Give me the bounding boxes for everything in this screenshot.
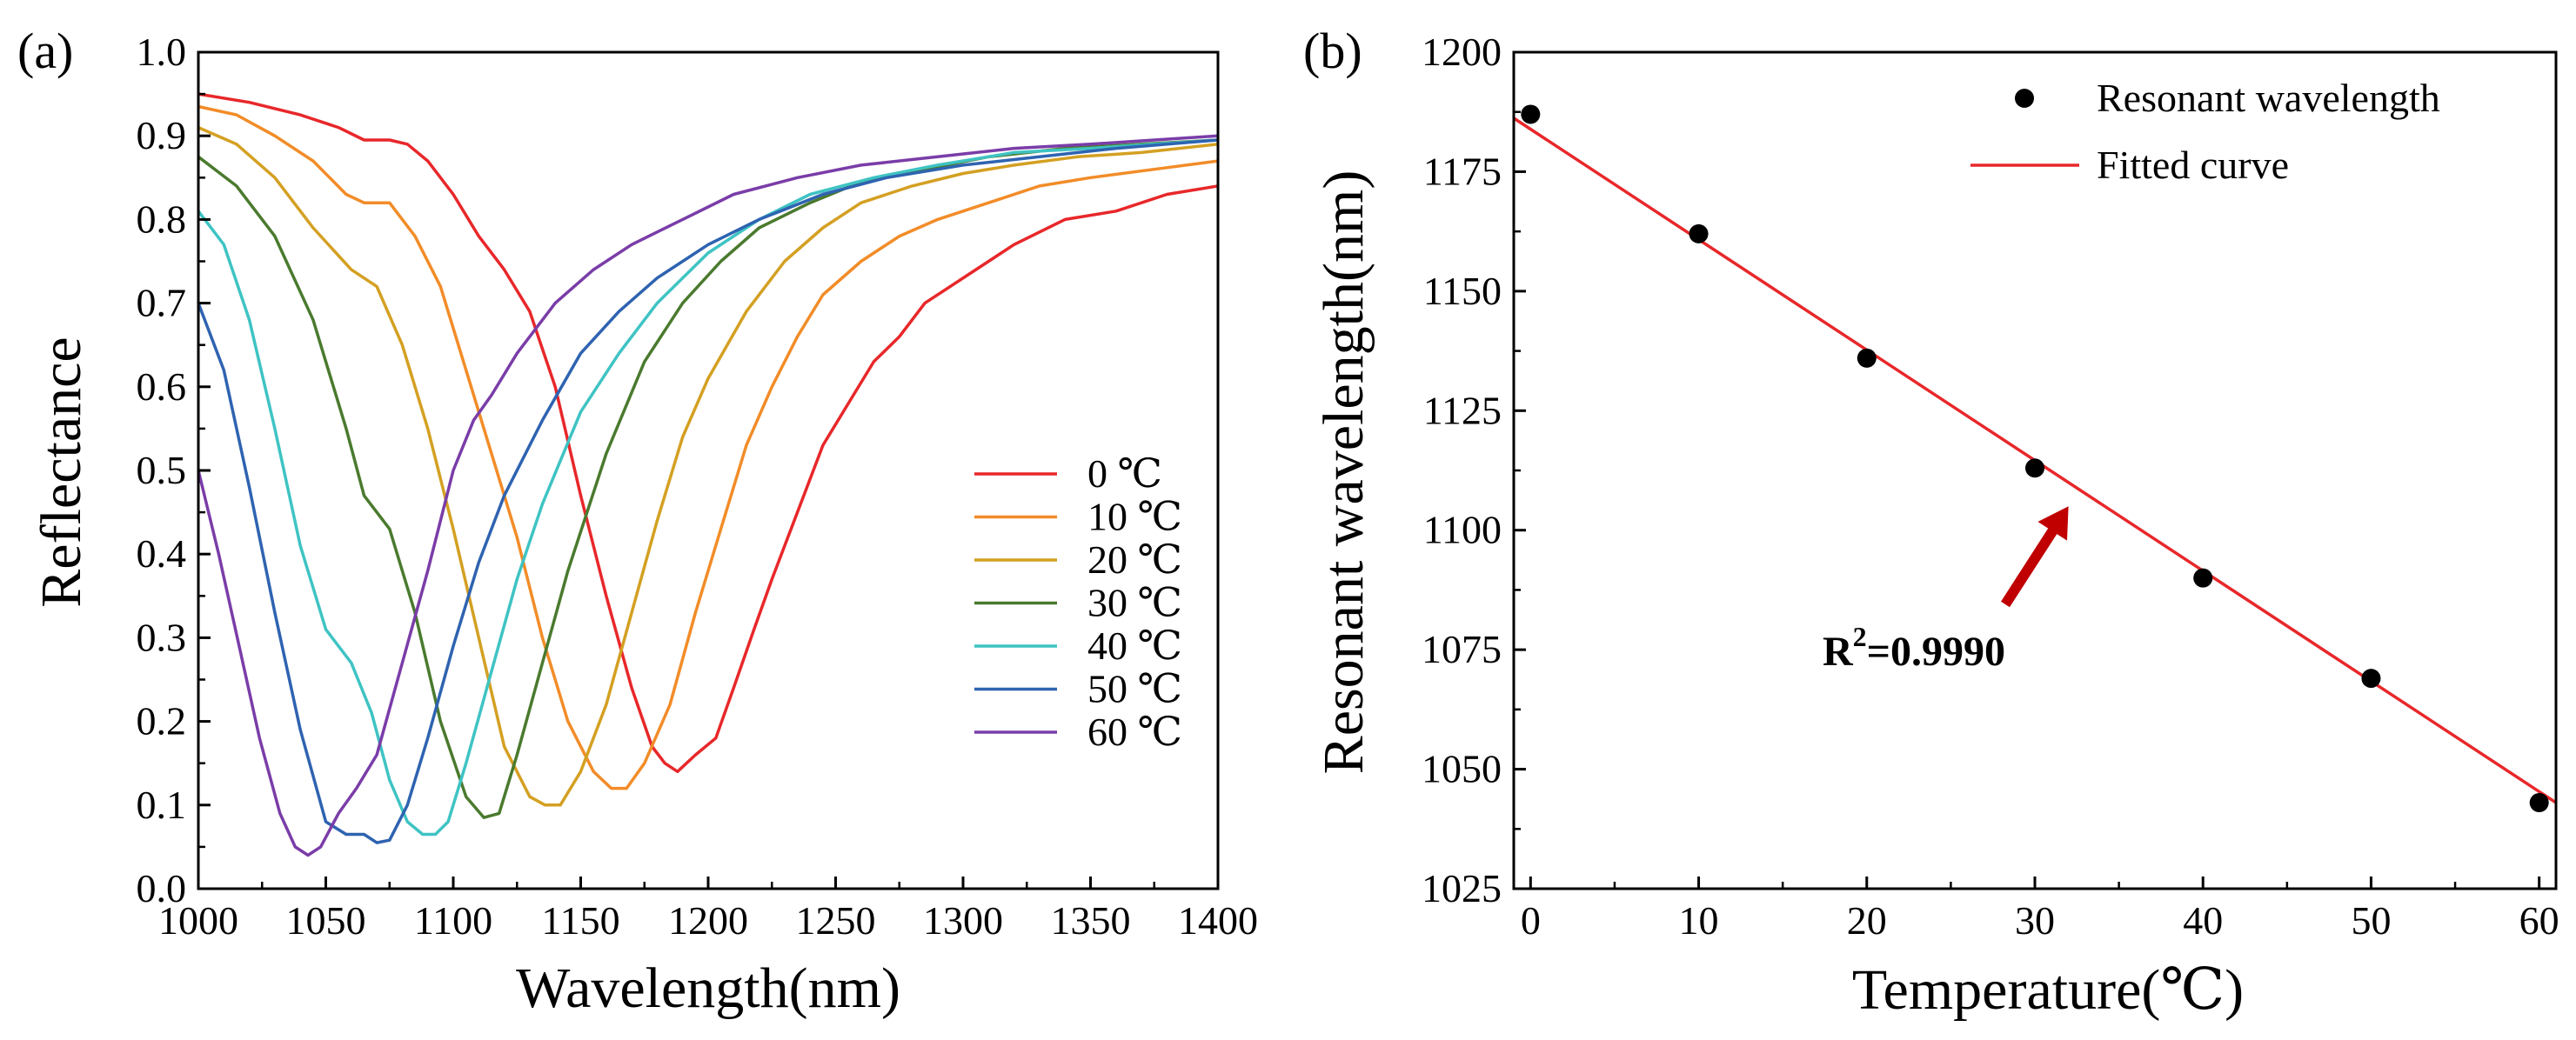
x-tick-label: 40: [2183, 898, 2223, 943]
x-tick-label: 1050: [286, 898, 366, 943]
x-tick-label: 1300: [923, 898, 1003, 943]
legend-marker: [2015, 89, 2034, 108]
legend-entry: Resonant wavelength: [2015, 76, 2440, 120]
y-tick-label: 0.8: [137, 197, 187, 241]
y-tick-label: 0.3: [137, 615, 187, 659]
x-tick-label: 60: [2519, 898, 2559, 943]
legend-entry: 60 ℃: [974, 710, 1182, 754]
panel-a-y-axis-title: Reflectance: [30, 337, 93, 607]
legend-label: 60 ℃: [1087, 710, 1182, 754]
data-point: [1689, 223, 1709, 243]
y-tick-label: 1125: [1423, 388, 1502, 432]
y-tick-label: 0.6: [137, 364, 187, 409]
panel-b-y-ticks: 1025 1050 1075 1100 1125 1150 1175 1200: [1422, 30, 1526, 910]
legend-label: 0 ℃: [1087, 451, 1162, 496]
y-tick-label: 0.9: [137, 113, 187, 157]
x-tick-label: 0: [1521, 898, 1541, 943]
x-tick-label: 1150: [541, 898, 619, 943]
panel-a-reflectance-chart: (a) 1000 1050 1100 1150 1200 1250 1300 1350 1400…: [17, 23, 1258, 1020]
panel-a-y-ticks: 0.0 0.1 0.2 0.3 0.4 0.5 0.6 0.7 0.8 0.9 1.0: [137, 30, 211, 910]
x-tick-label: 1200: [668, 898, 748, 943]
reflectance-curve-4: [197, 138, 1219, 837]
reflectance-curve-2: [197, 125, 1219, 807]
x-tick-label: 1250: [796, 898, 876, 943]
x-tick-label: 1000: [158, 898, 238, 943]
x-tick-label: 10: [1679, 898, 1719, 943]
x-tick-label: 1400: [1178, 898, 1258, 943]
panel-a-label: (a): [17, 23, 73, 79]
panel-b-y-axis-title: Resonant wavelength(nm): [1312, 170, 1375, 775]
y-tick-label: 1025: [1422, 866, 1502, 910]
data-point: [2529, 793, 2549, 813]
x-tick-label: 20: [1847, 898, 1887, 943]
y-tick-label: 1.0: [137, 30, 187, 74]
panel-a-plot-frame: [197, 50, 1220, 890]
legend-label: 50 ℃: [1087, 667, 1182, 711]
data-point: [1857, 348, 1877, 368]
reflectance-curves: [197, 92, 1219, 857]
reflectance-curve-3: [197, 138, 1219, 819]
data-point: [2361, 669, 2381, 689]
y-tick-label: 1200: [1422, 30, 1502, 74]
y-tick-label: 0.1: [137, 783, 187, 827]
legend-label: Fitted curve: [2097, 143, 2289, 187]
annotation-arrow: [2001, 506, 2069, 608]
legend-entry: 10 ℃: [974, 495, 1182, 539]
x-tick-label: 50: [2351, 898, 2391, 943]
panel-b-x-axis-title: Temperature(℃): [1852, 958, 2244, 1022]
legend-entry: 30 ℃: [974, 581, 1182, 625]
legend-entry: 40 ℃: [974, 623, 1182, 668]
panel-b-legend: Resonant wavelength Fitted curve: [1970, 76, 2440, 187]
reflectance-curve-6: [197, 134, 1219, 857]
reflectance-curve-0: [197, 92, 1219, 774]
data-point: [2193, 568, 2213, 588]
y-tick-label: 1150: [1423, 269, 1502, 313]
panel-b-resonance-chart: (b) 0 10 20 30 40 50 60 1025 1050 1075 1100 1125 11…: [1303, 23, 2559, 1022]
panel-b-x-ticks: 0 10 20 30 40 50 60: [1521, 877, 2559, 943]
panel-b-label: (b): [1303, 23, 1362, 79]
legend-entry: 50 ℃: [974, 667, 1182, 711]
y-tick-label: 1075: [1422, 627, 1502, 671]
legend-label: 10 ℃: [1087, 495, 1182, 539]
resonant-wavelength-points: [1521, 104, 2549, 813]
y-tick-label: 0.4: [137, 531, 187, 576]
data-point: [1521, 104, 1541, 124]
legend-label: Resonant wavelength: [2097, 76, 2440, 120]
x-tick-label: 1350: [1051, 898, 1131, 943]
y-tick-label: 0.0: [137, 866, 187, 910]
y-tick-label: 1050: [1422, 747, 1502, 791]
legend-label: 20 ℃: [1087, 537, 1182, 582]
y-tick-label: 0.2: [137, 699, 187, 743]
reflectance-curve-5: [197, 138, 1219, 844]
x-tick-label: 1100: [414, 898, 492, 943]
panel-a-legend: 0 ℃10 ℃20 ℃30 ℃40 ℃50 ℃60 ℃: [974, 451, 1182, 754]
legend-entry: 20 ℃: [974, 537, 1182, 582]
reflectance-curve-1: [197, 104, 1219, 790]
y-tick-label: 0.5: [137, 448, 187, 492]
r-squared-annotation: R2=0.9990: [1823, 506, 2069, 675]
legend-entry: 0 ℃: [974, 451, 1162, 496]
panel-a-x-axis-title: Wavelength(nm): [516, 957, 900, 1020]
panel-a-x-ticks: 1000 1050 1100 1150 1200 1250 1300 1350 1400: [158, 877, 1258, 943]
x-tick-label: 30: [2015, 898, 2055, 943]
y-tick-label: 1100: [1423, 508, 1502, 552]
y-tick-label: 0.7: [137, 281, 187, 325]
legend-entry: Fitted curve: [1970, 143, 2289, 187]
y-tick-label: 1175: [1423, 149, 1502, 193]
r-squared-value: R2=0.9990: [1823, 621, 2005, 675]
legend-label: 40 ℃: [1087, 623, 1182, 668]
data-point: [2025, 458, 2044, 478]
legend-label: 30 ℃: [1087, 581, 1182, 625]
